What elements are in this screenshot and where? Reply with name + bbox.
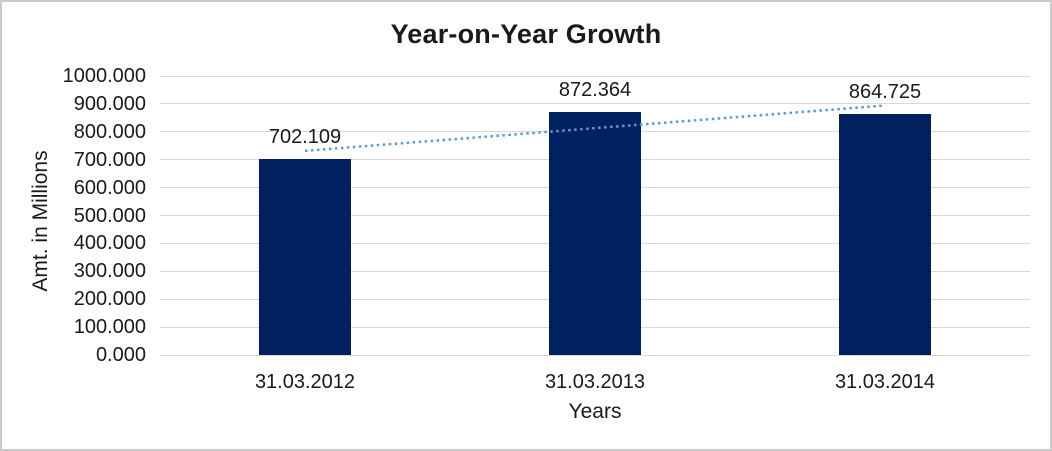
bar [549, 111, 641, 355]
y-tick-label: 300.000 [73, 260, 146, 283]
bar-value-label: 702.109 [268, 126, 342, 149]
y-tick-label: 500.000 [73, 204, 146, 227]
y-tick-label: 900.000 [73, 92, 146, 115]
gridline [160, 75, 1030, 77]
y-tick-label: 100.000 [73, 316, 146, 339]
x-tick-label: 31.03.2014 [834, 371, 936, 393]
bar [259, 159, 351, 355]
x-axis-title: Years [568, 400, 622, 423]
y-tick-label: 0.000 [95, 344, 146, 366]
y-tick-label: 600.000 [73, 176, 146, 199]
x-tick-label: 31.03.2012 [254, 371, 356, 393]
y-tick-label: 200.000 [73, 288, 146, 311]
bar-value-label: 864.725 [848, 80, 922, 103]
y-tick-label: 1000.000 [62, 65, 146, 87]
bar [839, 113, 931, 355]
x-tick-label: 31.03.2013 [544, 371, 646, 393]
y-tick-label: 800.000 [73, 120, 146, 143]
chart-title: Year-on-Year Growth [390, 19, 662, 49]
gridline [160, 354, 1030, 356]
gridline [160, 103, 1030, 105]
y-tick-label: 700.000 [73, 148, 146, 171]
bar-value-label: 872.364 [558, 78, 632, 101]
y-tick-label: 400.000 [73, 232, 146, 255]
